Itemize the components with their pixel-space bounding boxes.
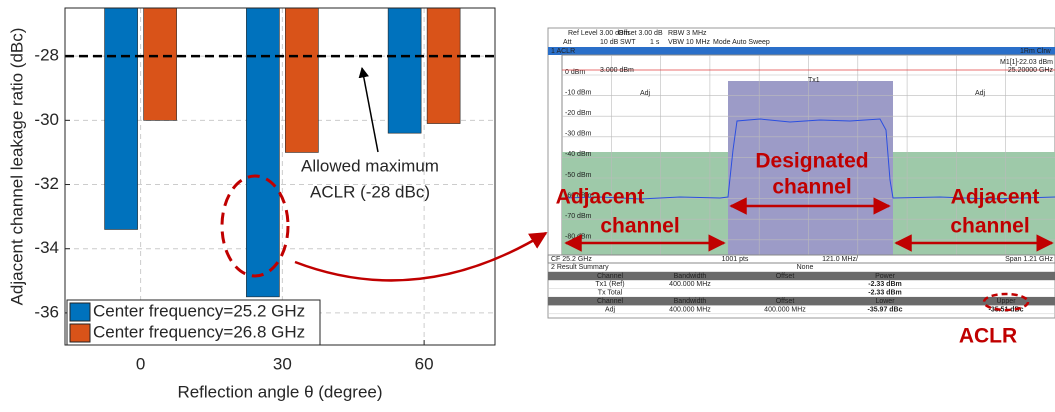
- table-header: [548, 272, 1055, 280]
- table-cell: Bandwidth: [674, 273, 707, 280]
- footer-text: 1001 pts: [722, 256, 749, 263]
- footer-text: Span 1.21 GHz: [1005, 256, 1053, 263]
- ref-label: 3.000 dBm: [600, 67, 634, 74]
- region-label: Adjacent: [951, 186, 1040, 209]
- level-label: -70 dBm: [565, 213, 592, 220]
- aclr-label: ACLR: [959, 325, 1017, 348]
- marker-text: -22.03 dBm: [1017, 59, 1053, 66]
- level-label: -10 dBm: [565, 89, 592, 96]
- channel-tag: Adj: [975, 90, 986, 97]
- x-tick-label: 30: [273, 354, 292, 373]
- channel-tag: Adj: [640, 90, 651, 97]
- legend-swatch: [70, 324, 90, 342]
- trace-label: 1Rm Clrw: [1020, 48, 1052, 55]
- header-text: 1 s: [650, 39, 660, 46]
- table-cell: Upper: [996, 298, 1016, 305]
- window-bar: [548, 47, 1055, 55]
- table-cell: Channel: [597, 298, 624, 305]
- header-text: VBW 10 MHz: [668, 39, 711, 46]
- table-cell: Lower: [875, 298, 895, 305]
- region-label: channel: [950, 215, 1029, 238]
- level-label: -80 dBm: [565, 234, 592, 241]
- table-cell: 400.000 MHz: [669, 281, 711, 288]
- bar: [285, 8, 318, 152]
- legend-label: Center frequency=26.8 GHz: [93, 322, 305, 341]
- region-label: Designated: [755, 150, 868, 173]
- bar-chart: -36 -34 -32 -30 -28 0 30 60 Allowed maximum ACLR …: [7, 8, 495, 401]
- level-label: -30 dBm: [565, 131, 592, 138]
- table-cell: Tx1 (Ref): [595, 281, 624, 288]
- table-cell: Adj: [605, 306, 616, 313]
- table-header: [548, 297, 1055, 305]
- region-label: channel: [772, 176, 851, 199]
- region-label: channel: [600, 215, 679, 238]
- y-tick-label: -28: [34, 46, 59, 65]
- window-title: 1 ACLR: [551, 48, 575, 55]
- table-cell: Tx Total: [598, 290, 623, 297]
- annotation: ACLR (-28 dBc): [310, 182, 430, 201]
- x-tick-label: 0: [136, 354, 145, 373]
- y-tick-label: -34: [34, 238, 59, 257]
- y-axis-label: Adjacent channel leakage ratio (dBc): [7, 28, 26, 306]
- analyzer-screenshot: 0 dBm-10 dBm-20 dBm-30 dBm-40 dBm-50 dBm…: [548, 28, 1055, 318]
- region-label: Adjacent: [556, 186, 645, 209]
- bar: [427, 8, 460, 124]
- bar: [105, 8, 138, 229]
- channel-tag: Tx1: [808, 77, 820, 84]
- x-axis-label: Reflection angle θ (degree): [177, 382, 382, 401]
- footer-text: CF 25.2 GHz: [551, 256, 592, 263]
- annotation-arrow: [362, 68, 378, 152]
- bar: [388, 8, 421, 133]
- marker-text: M1[1]: [1000, 59, 1018, 66]
- bar: [246, 8, 279, 297]
- y-tick-label: -30: [34, 110, 59, 129]
- table-cell: 400.000 MHz: [669, 306, 711, 313]
- header-text: RBW 3 MHz: [668, 30, 707, 37]
- table-cell: Power: [875, 273, 896, 280]
- footer-bar: [548, 255, 1055, 263]
- header-text: SWT: [620, 39, 636, 46]
- link-arrow: [295, 233, 546, 280]
- table-cell: -35.97 dBc: [867, 306, 902, 313]
- level-label: -20 dBm: [565, 110, 592, 117]
- table-cell: Offset: [776, 273, 795, 280]
- table-cell: 400.000 MHz: [764, 306, 806, 313]
- y-tick-label: -36: [34, 302, 59, 321]
- table-cell: -2.33 dBm: [868, 290, 901, 297]
- table-cell: Offset: [776, 298, 795, 305]
- level-label: -40 dBm: [565, 151, 592, 158]
- header-text: 10 dB: [600, 39, 619, 46]
- bar: [144, 8, 177, 120]
- summary-mode: None: [797, 264, 814, 271]
- y-tick-label: -32: [34, 174, 59, 193]
- legend-swatch: [70, 303, 90, 321]
- summary-title: 2 Result Summary: [551, 264, 609, 271]
- level-label: -50 dBm: [565, 172, 592, 179]
- header-text: Offset 3.00 dB: [618, 30, 663, 37]
- footer-text: 121.0 MHz/: [822, 256, 858, 263]
- annotation: Allowed maximum: [301, 156, 439, 175]
- legend-label: Center frequency=25.2 GHz: [93, 301, 305, 320]
- figure: -36 -34 -32 -30 -28 0 30 60 Allowed maximum ACLR …: [0, 0, 1055, 412]
- header-text: Mode Auto Sweep: [713, 39, 770, 46]
- marker-text: 25.20000 GHz: [1008, 67, 1054, 74]
- table-cell: Channel: [597, 273, 624, 280]
- table-cell: -2.33 dBm: [868, 281, 901, 288]
- x-tick-label: 60: [415, 354, 434, 373]
- table-cell: Bandwidth: [674, 298, 707, 305]
- header-text: Att: [563, 39, 572, 46]
